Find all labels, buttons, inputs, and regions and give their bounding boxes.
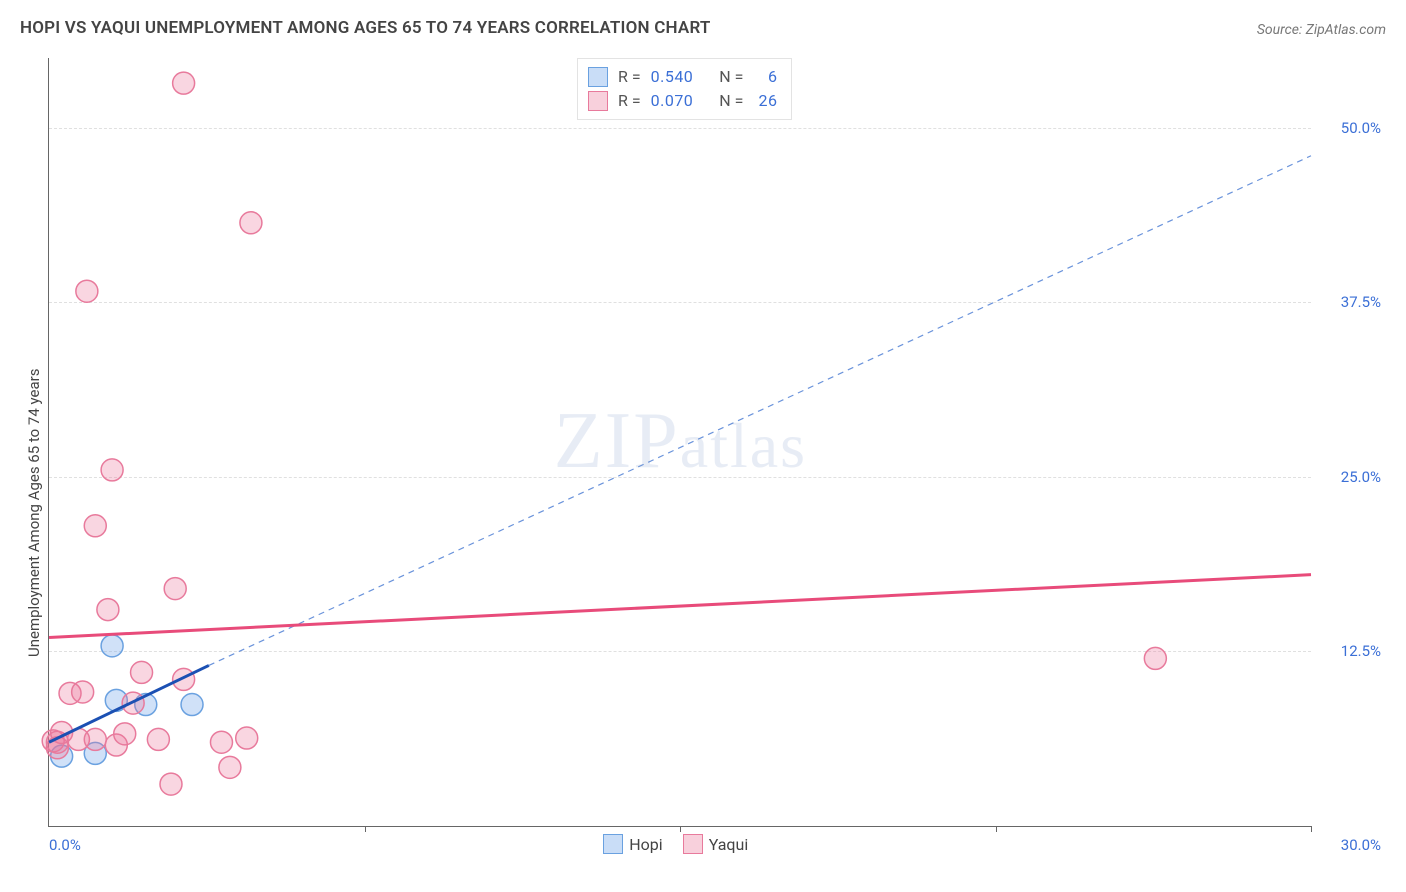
n-label: N =	[719, 65, 743, 89]
y-tick-label: 25.0%	[1321, 468, 1381, 486]
legend-swatch	[603, 834, 623, 854]
x-tick	[680, 826, 681, 832]
trend-extrapolation-hopi	[209, 156, 1311, 666]
r-value: 0.070	[651, 89, 694, 113]
data-point-yaqui	[147, 728, 169, 750]
data-point-yaqui	[160, 773, 182, 795]
y-tick-label: 37.5%	[1321, 293, 1381, 311]
data-point-yaqui	[164, 578, 186, 600]
legend-item-yaqui: Yaqui	[683, 834, 749, 854]
data-point-yaqui	[84, 728, 106, 750]
legend-stat-row: R = 0.540 N = 6	[588, 65, 777, 89]
data-point-yaqui	[219, 756, 241, 778]
plot-area: Unemployment Among Ages 65 to 74 years 1…	[48, 58, 1311, 827]
data-point-yaqui	[72, 681, 94, 703]
legend-swatch	[683, 834, 703, 854]
data-point-yaqui	[97, 599, 119, 621]
data-point-yaqui	[114, 723, 136, 745]
r-label: R =	[618, 65, 641, 89]
data-point-yaqui	[240, 212, 262, 234]
data-point-yaqui	[1144, 647, 1166, 669]
n-label: N =	[719, 89, 743, 113]
trend-line-yaqui	[49, 575, 1311, 638]
series-legend: Hopi Yaqui	[603, 834, 748, 854]
data-point-hopi	[181, 694, 203, 716]
title-bar: HOPI VS YAQUI UNEMPLOYMENT AMONG AGES 65…	[20, 18, 1386, 38]
chart-title: HOPI VS YAQUI UNEMPLOYMENT AMONG AGES 65…	[20, 18, 711, 38]
data-point-yaqui	[173, 668, 195, 690]
data-point-yaqui	[84, 515, 106, 537]
x-tick	[996, 826, 997, 832]
data-point-yaqui	[173, 72, 195, 94]
n-value: 6	[753, 65, 777, 89]
legend-stat-row: R = 0.070 N = 26	[588, 89, 777, 113]
data-point-yaqui	[76, 280, 98, 302]
r-value: 0.540	[651, 65, 694, 89]
r-label: R =	[618, 89, 641, 113]
data-point-hopi	[101, 635, 123, 657]
x-tick	[365, 826, 366, 832]
legend-label: Yaqui	[709, 835, 749, 854]
legend-label: Hopi	[629, 835, 662, 854]
data-point-yaqui	[131, 661, 153, 683]
x-tick	[1311, 826, 1312, 832]
source-attribution: Source: ZipAtlas.com	[1257, 22, 1386, 38]
x-axis-max-label: 30.0%	[1321, 836, 1381, 854]
legend-item-hopi: Hopi	[603, 834, 662, 854]
legend-swatch	[588, 67, 608, 87]
x-axis-zero-label: 0.0%	[49, 836, 81, 854]
n-value: 26	[753, 89, 777, 113]
y-tick-label: 12.5%	[1321, 642, 1381, 660]
data-point-yaqui	[210, 731, 232, 753]
y-tick-label: 50.0%	[1321, 119, 1381, 137]
chart-canvas	[49, 58, 1311, 826]
correlation-legend: R = 0.540 N = 6 R = 0.070 N = 26	[577, 58, 792, 120]
data-point-yaqui	[236, 727, 258, 749]
data-point-yaqui	[101, 459, 123, 481]
y-axis-label: Unemployment Among Ages 65 to 74 years	[25, 369, 43, 657]
legend-swatch	[588, 91, 608, 111]
